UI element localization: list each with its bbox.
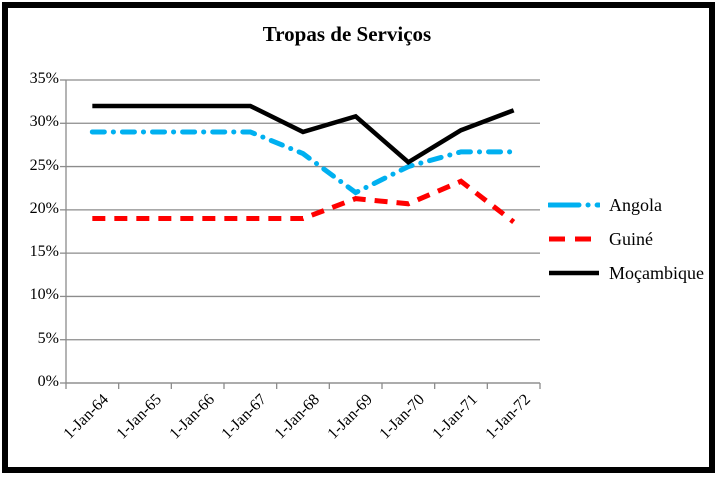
series-line-angola: [89, 129, 517, 196]
legend: Angola Guiné Moçambique: [548, 194, 704, 284]
y-tick-label: 25%: [29, 156, 59, 174]
y-tick-label: 10%: [29, 286, 59, 304]
y-tick-label: 15%: [29, 243, 59, 261]
legend-line-sample-guine: [549, 236, 599, 242]
legend-item-angola: Angola: [548, 194, 704, 216]
series-line-mocambique: [92, 103, 515, 166]
y-tick-label: 0%: [37, 373, 59, 390]
series-line-guine: [92, 178, 516, 224]
y-tick-label: 20%: [29, 199, 59, 217]
legend-label: Moçambique: [609, 262, 704, 283]
legend-item-guine: Guiné: [548, 228, 704, 250]
y-tick-label: 30%: [29, 113, 59, 131]
legend-line-sample-angola: [548, 202, 600, 208]
chart-title: Tropas de Serviços: [262, 22, 432, 46]
y-tick-label: 35%: [29, 70, 59, 87]
legend-line-sample-mocambique: [549, 270, 599, 276]
legend-item-mocambique: Moçambique: [548, 262, 704, 284]
legend-label: Guiné: [609, 228, 653, 249]
y-tick-label: 5%: [37, 329, 59, 347]
legend-label: Angola: [609, 194, 662, 215]
